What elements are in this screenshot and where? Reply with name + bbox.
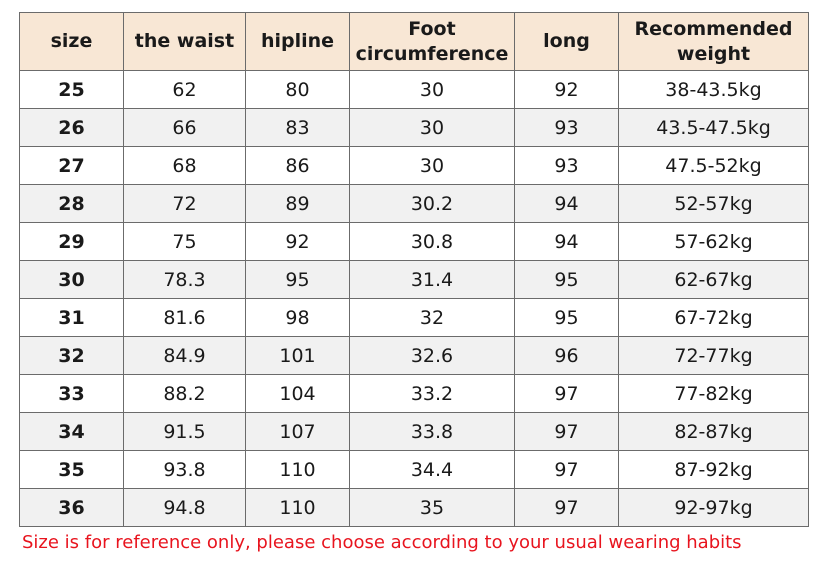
cell-hipline: 92	[245, 222, 350, 261]
cell-weight: 87-92kg	[618, 450, 809, 489]
cell-size: 26	[19, 108, 124, 147]
cell-waist: 94.8	[123, 488, 246, 527]
cell-weight: 47.5-52kg	[618, 146, 809, 185]
cell-hipline: 104	[245, 374, 350, 413]
cell-foot: 32.6	[349, 336, 515, 375]
header-hipline: hipline	[245, 12, 350, 71]
cell-size: 29	[19, 222, 124, 261]
cell-waist: 91.5	[123, 412, 246, 451]
cell-waist: 72	[123, 184, 246, 223]
header-weight-line1: Recommended	[634, 17, 793, 40]
table-row: 31 81.6 98 32 95 67-72kg	[19, 298, 809, 337]
size-chart-table: size the waist hipline Foot circumferenc…	[19, 12, 809, 527]
cell-hipline: 101	[245, 336, 350, 375]
table-row: 30 78.3 95 31.4 95 62-67kg	[19, 260, 809, 299]
cell-weight: 77-82kg	[618, 374, 809, 413]
cell-weight: 43.5-47.5kg	[618, 108, 809, 147]
cell-size: 31	[19, 298, 124, 337]
cell-hipline: 89	[245, 184, 350, 223]
header-size: size	[19, 12, 124, 71]
cell-weight: 57-62kg	[618, 222, 809, 261]
cell-size: 36	[19, 488, 124, 527]
cell-long: 97	[514, 412, 619, 451]
cell-size: 33	[19, 374, 124, 413]
cell-hipline: 86	[245, 146, 350, 185]
table-row: 27 68 86 30 93 47.5-52kg	[19, 146, 809, 185]
cell-foot: 35	[349, 488, 515, 527]
cell-waist: 75	[123, 222, 246, 261]
cell-size: 27	[19, 146, 124, 185]
cell-long: 97	[514, 488, 619, 527]
cell-long: 92	[514, 70, 619, 109]
cell-hipline: 107	[245, 412, 350, 451]
table-row: 25 62 80 30 92 38-43.5kg	[19, 70, 809, 109]
header-foot-line2: circumference	[355, 42, 509, 65]
header-waist: the waist	[123, 12, 246, 71]
cell-foot: 33.8	[349, 412, 515, 451]
cell-foot: 30	[349, 108, 515, 147]
cell-weight: 38-43.5kg	[618, 70, 809, 109]
cell-long: 94	[514, 222, 619, 261]
cell-long: 96	[514, 336, 619, 375]
cell-foot: 32	[349, 298, 515, 337]
table-row: 35 93.8 110 34.4 97 87-92kg	[19, 450, 809, 489]
cell-foot: 30	[349, 146, 515, 185]
cell-hipline: 83	[245, 108, 350, 147]
header-recommended-weight: Recommended weight	[618, 12, 809, 71]
cell-waist: 68	[123, 146, 246, 185]
header-long: long	[514, 12, 619, 71]
table-row: 29 75 92 30.8 94 57-62kg	[19, 222, 809, 261]
cell-foot: 30.2	[349, 184, 515, 223]
cell-waist: 81.6	[123, 298, 246, 337]
cell-hipline: 98	[245, 298, 350, 337]
cell-foot: 30	[349, 70, 515, 109]
header-foot-circumference: Foot circumference	[349, 12, 515, 71]
cell-weight: 67-72kg	[618, 298, 809, 337]
cell-long: 93	[514, 146, 619, 185]
cell-size: 35	[19, 450, 124, 489]
cell-size: 28	[19, 184, 124, 223]
table-row: 33 88.2 104 33.2 97 77-82kg	[19, 374, 809, 413]
cell-long: 95	[514, 260, 619, 299]
cell-hipline: 95	[245, 260, 350, 299]
cell-weight: 52-57kg	[618, 184, 809, 223]
table-row: 26 66 83 30 93 43.5-47.5kg	[19, 108, 809, 147]
cell-size: 25	[19, 70, 124, 109]
cell-waist: 78.3	[123, 260, 246, 299]
cell-weight: 92-97kg	[618, 488, 809, 527]
cell-hipline: 110	[245, 450, 350, 489]
cell-waist: 84.9	[123, 336, 246, 375]
header-foot-line1: Foot	[408, 17, 456, 40]
cell-waist: 93.8	[123, 450, 246, 489]
cell-weight: 72-77kg	[618, 336, 809, 375]
table-row: 32 84.9 101 32.6 96 72-77kg	[19, 336, 809, 375]
cell-weight: 62-67kg	[618, 260, 809, 299]
cell-long: 95	[514, 298, 619, 337]
table-row: 36 94.8 110 35 97 92-97kg	[19, 488, 809, 527]
cell-foot: 31.4	[349, 260, 515, 299]
reference-note: Size is for reference only, please choos…	[22, 532, 742, 553]
cell-foot: 33.2	[349, 374, 515, 413]
cell-waist: 62	[123, 70, 246, 109]
table-row: 34 91.5 107 33.8 97 82-87kg	[19, 412, 809, 451]
table-header-row: size the waist hipline Foot circumferenc…	[19, 12, 809, 71]
cell-size: 30	[19, 260, 124, 299]
cell-size: 32	[19, 336, 124, 375]
cell-long: 97	[514, 450, 619, 489]
cell-waist: 66	[123, 108, 246, 147]
cell-hipline: 110	[245, 488, 350, 527]
cell-long: 94	[514, 184, 619, 223]
cell-foot: 30.8	[349, 222, 515, 261]
cell-size: 34	[19, 412, 124, 451]
cell-waist: 88.2	[123, 374, 246, 413]
cell-hipline: 80	[245, 70, 350, 109]
cell-weight: 82-87kg	[618, 412, 809, 451]
table-row: 28 72 89 30.2 94 52-57kg	[19, 184, 809, 223]
header-weight-line2: weight	[676, 42, 751, 65]
cell-long: 97	[514, 374, 619, 413]
cell-foot: 34.4	[349, 450, 515, 489]
cell-long: 93	[514, 108, 619, 147]
